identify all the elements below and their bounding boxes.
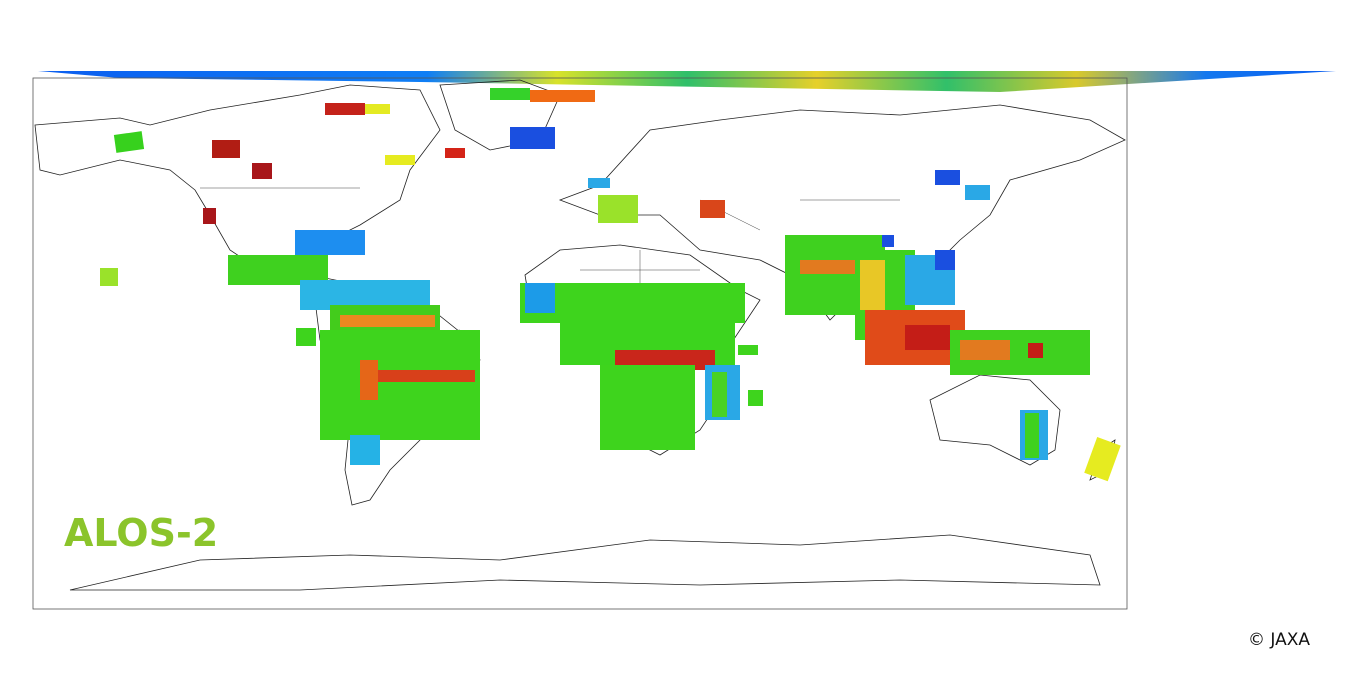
logo: ALOS-2 bbox=[64, 511, 218, 555]
credit: © JAXA bbox=[1248, 630, 1310, 650]
map-frame bbox=[32, 77, 1128, 610]
swath-streak bbox=[38, 71, 1336, 92]
coverage bbox=[100, 88, 1121, 482]
